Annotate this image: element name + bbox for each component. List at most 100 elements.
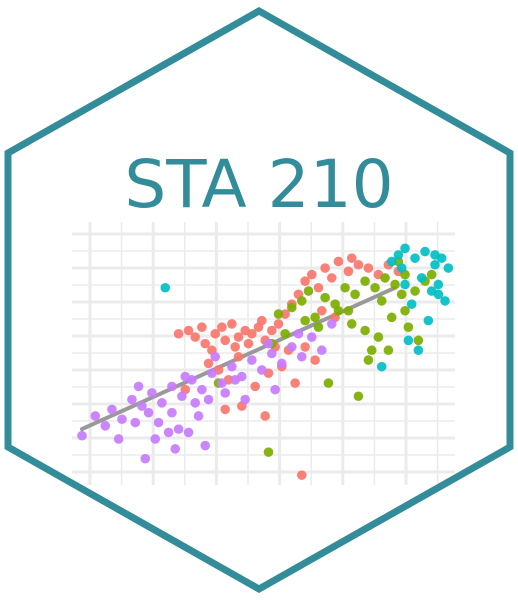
data-point-series-4 (193, 411, 204, 421)
data-point-series-1 (310, 355, 320, 365)
data-point-series-4 (140, 453, 151, 464)
data-point-series-2 (287, 302, 297, 313)
data-point-series-2 (320, 292, 330, 303)
data-point-series-1 (320, 263, 330, 273)
data-point-series-2 (363, 355, 374, 365)
data-point-series-4 (127, 394, 137, 405)
data-point-series-2 (383, 345, 394, 356)
data-point-series-2 (333, 305, 344, 316)
data-point-series-2 (340, 282, 350, 293)
data-point-series-3 (413, 345, 424, 356)
data-point-series-2 (297, 296, 307, 306)
data-point-series-1 (200, 338, 211, 349)
data-point-series-3 (396, 263, 407, 273)
data-point-series-1 (203, 358, 214, 369)
data-point-series-4 (267, 348, 277, 359)
data-point-series-2 (313, 322, 324, 333)
data-point-series-2 (263, 447, 274, 457)
data-point-series-1 (230, 342, 240, 352)
data-point-series-2 (350, 289, 360, 300)
data-point-series-4 (230, 375, 240, 385)
data-point-series-2 (376, 296, 387, 306)
data-point-series-1 (220, 335, 230, 346)
data-point-series-4 (210, 351, 221, 362)
data-point-series-2 (413, 335, 424, 346)
data-point-series-1 (247, 328, 257, 339)
data-point-series-1 (173, 328, 184, 339)
data-point-series-1 (313, 282, 324, 293)
data-point-series-1 (250, 381, 260, 392)
data-point-series-2 (280, 328, 290, 339)
data-point-series-2 (390, 279, 400, 290)
data-point-series-4 (200, 440, 211, 451)
data-point-series-4 (306, 332, 317, 342)
data-point-series-4 (167, 407, 177, 418)
data-point-series-4 (207, 368, 217, 379)
data-point-series-3 (393, 250, 404, 260)
data-point-series-4 (167, 381, 177, 392)
data-point-series-3 (440, 296, 450, 306)
data-point-series-4 (130, 417, 141, 428)
data-point-series-1 (353, 259, 364, 270)
data-point-series-3 (386, 256, 397, 267)
data-point-series-1 (220, 404, 230, 415)
data-point-series-4 (287, 342, 297, 352)
data-point-series-2 (400, 305, 410, 316)
sticker-title: STA 210 (124, 146, 393, 223)
data-point-series-1 (300, 342, 310, 352)
data-point-series-1 (227, 319, 237, 329)
data-point-series-4 (143, 407, 154, 418)
data-point-series-1 (273, 319, 284, 329)
data-point-series-1 (290, 378, 300, 388)
data-point-series-3 (423, 315, 434, 326)
data-point-series-4 (153, 417, 164, 428)
data-point-series-4 (217, 378, 227, 388)
data-point-series-1 (316, 305, 327, 316)
data-point-series-1 (260, 411, 270, 421)
data-point-series-4 (150, 434, 161, 444)
data-point-series-4 (133, 381, 144, 392)
data-point-series-3 (416, 273, 427, 283)
data-point-series-4 (170, 444, 181, 454)
data-point-series-2 (346, 319, 357, 329)
data-point-series-2 (373, 332, 384, 342)
data-point-series-4 (190, 398, 201, 408)
data-point-series-1 (233, 332, 244, 342)
data-point-series-2 (380, 273, 390, 283)
data-point-series-1 (300, 276, 310, 286)
data-point-series-4 (173, 424, 184, 434)
data-point-series-4 (90, 411, 101, 421)
data-point-series-2 (343, 305, 354, 316)
data-point-series-3 (403, 335, 414, 346)
data-point-series-2 (273, 309, 284, 319)
data-point-series-4 (326, 319, 337, 329)
data-point-series-2 (300, 315, 310, 326)
data-point-series-1 (280, 309, 290, 319)
data-point-series-3 (160, 282, 171, 293)
data-point-series-3 (410, 253, 420, 263)
data-point-series-3 (433, 289, 444, 300)
data-point-series-2 (386, 312, 397, 323)
data-point-series-2 (360, 325, 370, 336)
data-point-series-1 (217, 322, 227, 333)
data-point-series-1 (233, 351, 244, 362)
data-point-series-4 (197, 384, 207, 395)
data-point-series-1 (363, 263, 374, 273)
data-point-series-4 (157, 398, 167, 408)
data-point-series-4 (77, 430, 87, 441)
data-point-series-3 (400, 243, 410, 254)
data-point-series-4 (293, 328, 304, 339)
data-point-series-4 (180, 371, 191, 382)
data-point-series-4 (147, 388, 157, 398)
data-point-series-4 (177, 391, 187, 402)
data-point-series-2 (360, 276, 370, 286)
data-point-series-4 (137, 401, 147, 411)
data-point-series-3 (430, 250, 440, 260)
data-point-series-1 (306, 269, 317, 280)
data-point-series-3 (433, 279, 444, 290)
data-point-series-2 (303, 286, 314, 296)
data-point-series-3 (406, 299, 417, 309)
hex-border (4, 6, 514, 594)
data-points (77, 243, 454, 480)
